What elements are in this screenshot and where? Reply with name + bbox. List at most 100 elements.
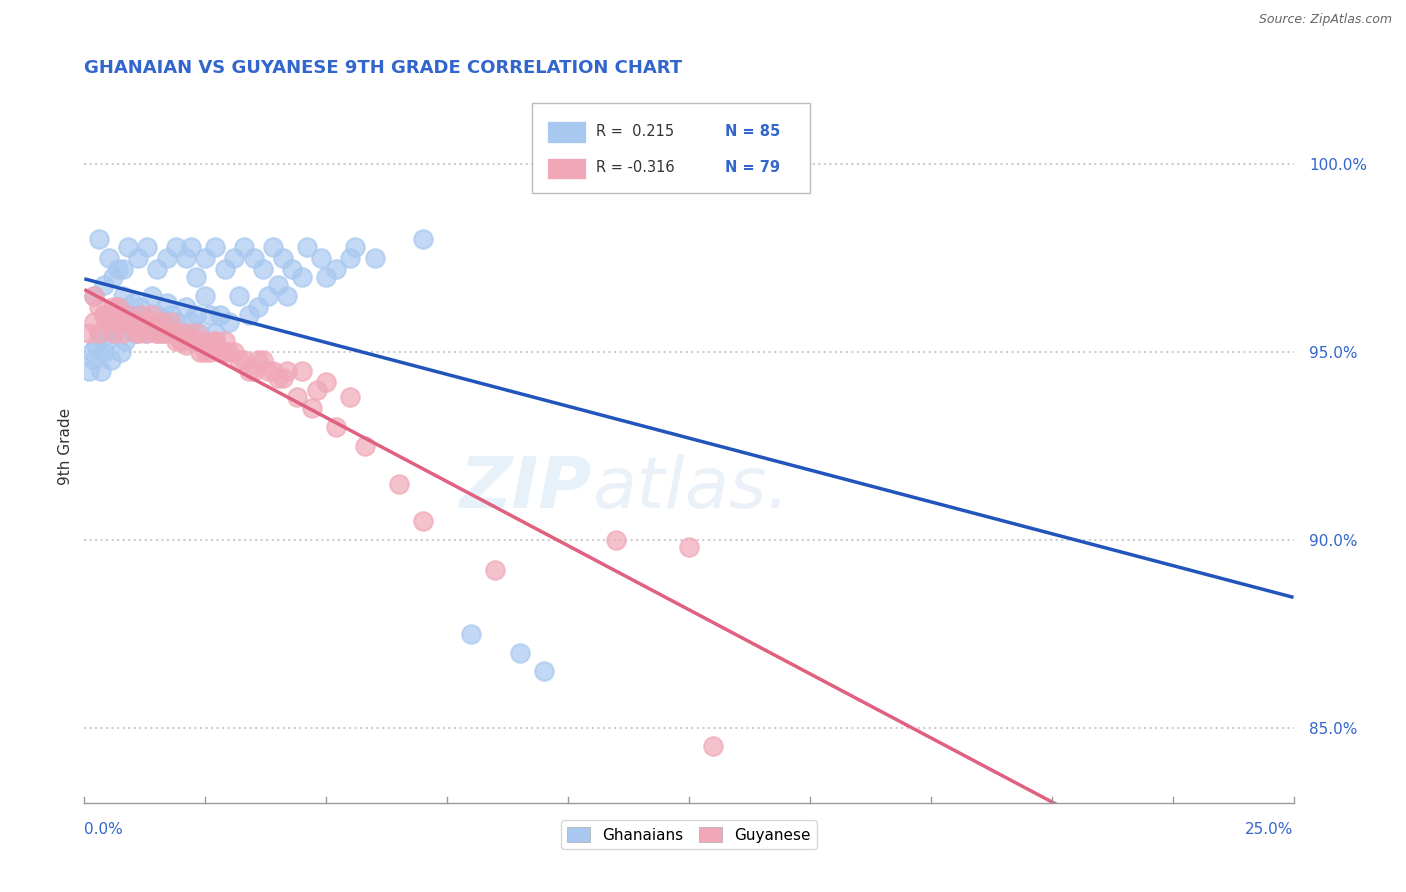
Point: [77, 326, 100, 341]
Point: [112, 262, 135, 277]
Point: [190, 345, 212, 359]
Point: [83, 289, 105, 303]
Point: [214, 334, 236, 348]
Point: [83, 352, 105, 367]
Point: [460, 627, 482, 641]
Point: [103, 270, 125, 285]
Point: [141, 289, 163, 303]
Point: [114, 334, 136, 348]
Point: [291, 364, 314, 378]
Point: [155, 326, 177, 341]
Text: 0.0%: 0.0%: [84, 822, 124, 837]
Point: [136, 315, 159, 329]
Text: GHANAIAN VS GUYANESE 9TH GRADE CORRELATION CHART: GHANAIAN VS GUYANESE 9TH GRADE CORRELATI…: [84, 59, 682, 77]
Point: [112, 326, 135, 341]
Point: [136, 326, 159, 341]
Point: [150, 315, 173, 329]
Text: 25.0%: 25.0%: [1246, 822, 1294, 837]
Point: [146, 326, 169, 341]
Point: [339, 251, 361, 265]
Point: [87, 326, 110, 341]
Point: [117, 315, 139, 329]
Point: [165, 315, 187, 329]
Point: [238, 308, 260, 322]
Point: [107, 315, 129, 329]
FancyBboxPatch shape: [547, 121, 586, 143]
Point: [208, 308, 231, 322]
Point: [224, 345, 246, 359]
Point: [129, 300, 152, 314]
Point: [344, 240, 367, 254]
Point: [247, 300, 270, 314]
Point: [267, 371, 290, 385]
Point: [174, 326, 197, 341]
Point: [204, 334, 226, 348]
Point: [233, 240, 256, 254]
Point: [83, 289, 105, 303]
Legend: Ghanaians, Guyanese: Ghanaians, Guyanese: [561, 821, 817, 848]
Point: [678, 541, 700, 555]
Point: [295, 240, 318, 254]
Point: [325, 262, 347, 277]
Point: [224, 251, 246, 265]
Point: [204, 334, 226, 348]
Point: [93, 308, 115, 322]
Text: N = 79: N = 79: [725, 161, 780, 175]
Point: [285, 390, 308, 404]
Point: [214, 345, 236, 359]
Point: [87, 300, 110, 314]
Point: [107, 262, 129, 277]
Point: [117, 308, 139, 322]
Point: [194, 251, 217, 265]
Point: [354, 439, 377, 453]
Point: [484, 563, 506, 577]
Text: ZIP: ZIP: [460, 454, 592, 524]
FancyBboxPatch shape: [547, 158, 586, 179]
Point: [174, 300, 197, 314]
Point: [281, 262, 304, 277]
Y-axis label: 9th Grade: 9th Grade: [58, 408, 73, 484]
Point: [194, 334, 217, 348]
Point: [136, 240, 159, 254]
Point: [267, 277, 290, 292]
Point: [533, 665, 555, 679]
Point: [97, 308, 120, 322]
Point: [174, 251, 197, 265]
Point: [214, 262, 236, 277]
Point: [155, 326, 177, 341]
Point: [301, 401, 323, 416]
Point: [127, 326, 149, 341]
Point: [276, 289, 298, 303]
Point: [262, 240, 284, 254]
Point: [412, 232, 434, 246]
Point: [412, 514, 434, 528]
Point: [315, 375, 337, 389]
Point: [97, 251, 120, 265]
Point: [204, 326, 226, 341]
Point: [141, 315, 163, 329]
Point: [252, 352, 274, 367]
Point: [276, 364, 298, 378]
Point: [160, 308, 183, 322]
Point: [150, 326, 173, 341]
Point: [100, 352, 122, 367]
Point: [121, 315, 143, 329]
Point: [228, 289, 250, 303]
Point: [93, 308, 115, 322]
Point: [131, 315, 153, 329]
Point: [238, 364, 260, 378]
Point: [97, 308, 120, 322]
FancyBboxPatch shape: [531, 103, 810, 193]
Point: [247, 352, 270, 367]
Point: [141, 308, 163, 322]
Point: [146, 326, 169, 341]
Point: [198, 308, 221, 322]
Point: [228, 352, 250, 367]
Text: R = -0.316: R = -0.316: [596, 161, 675, 175]
Text: R =  0.215: R = 0.215: [596, 124, 673, 139]
Point: [190, 326, 212, 341]
Point: [107, 300, 129, 314]
Point: [388, 476, 411, 491]
Point: [218, 315, 240, 329]
Point: [194, 289, 217, 303]
